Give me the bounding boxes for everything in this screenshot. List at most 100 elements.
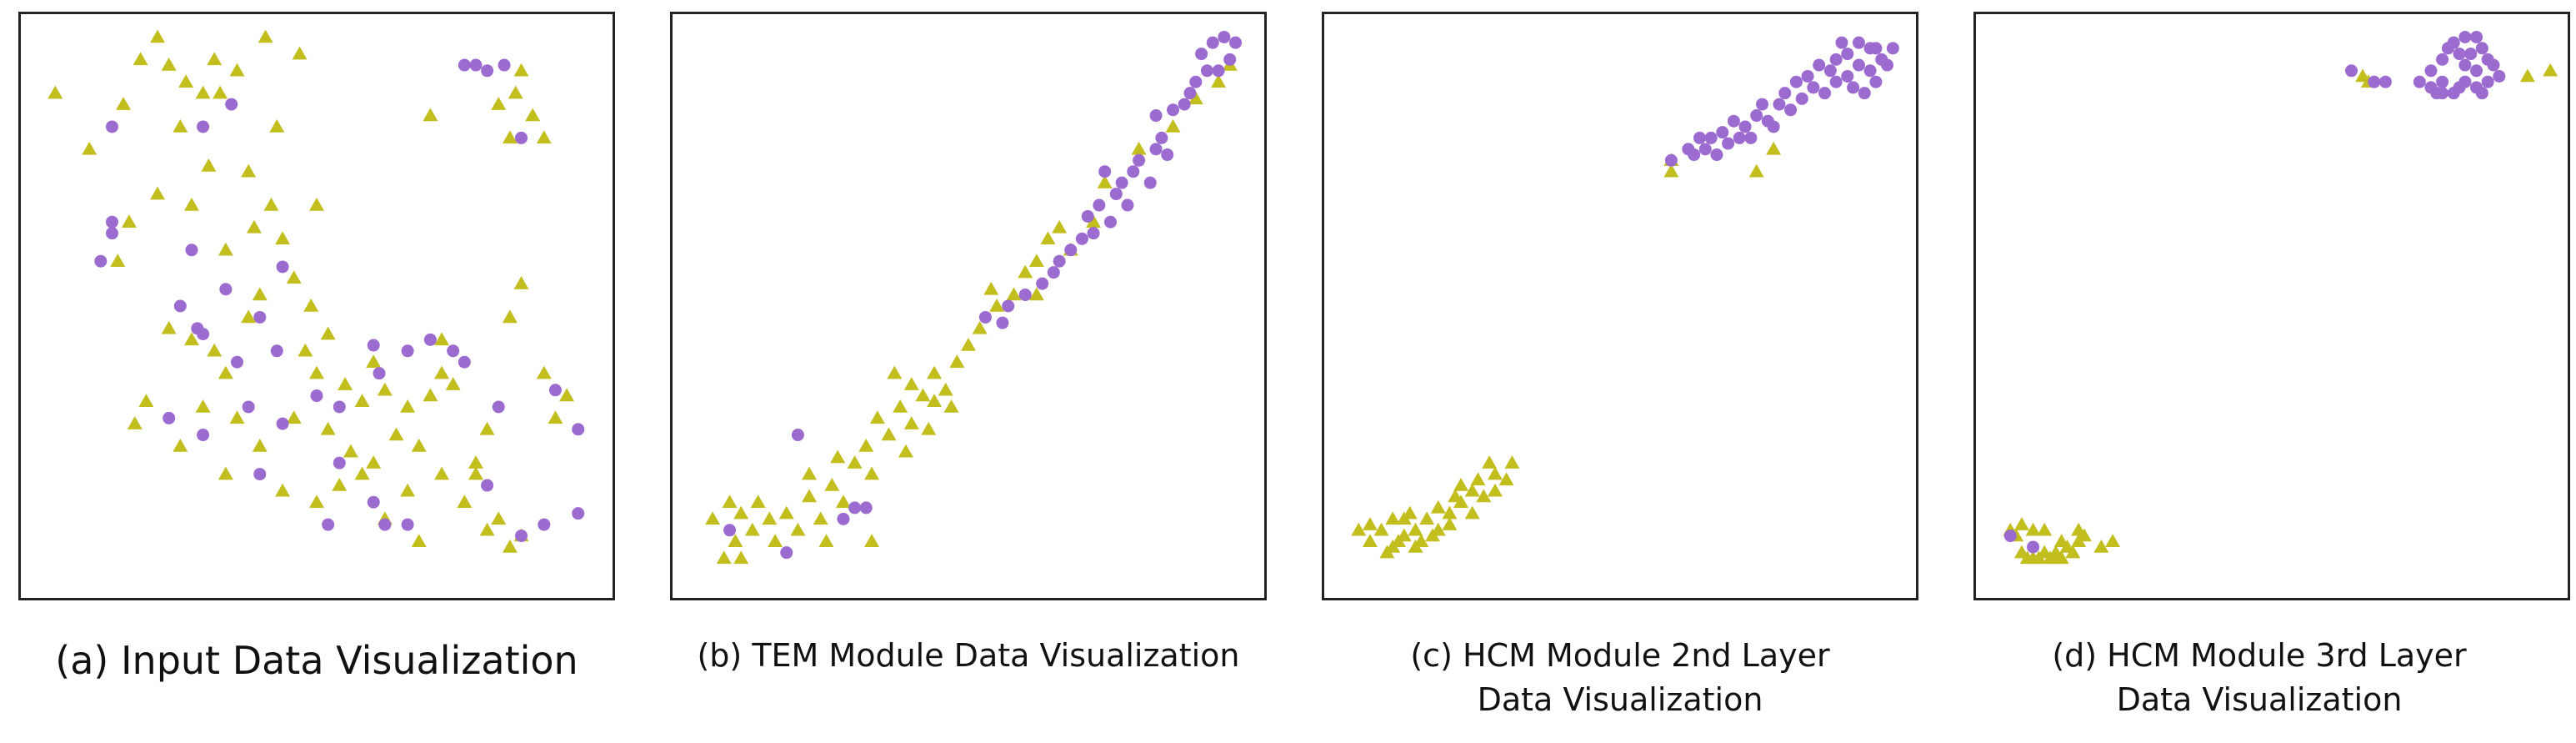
circle-point-2 (837, 512, 850, 525)
triangle-point-47 (1211, 74, 1227, 88)
scatter-panel-a (18, 12, 615, 600)
triangle-point-61 (275, 483, 291, 497)
triangle-point-36 (309, 365, 324, 379)
circle-point-34 (1200, 64, 1213, 78)
circle-point-3 (2368, 75, 2381, 88)
circle-point-38 (1229, 36, 1243, 49)
triangle-point-28 (303, 299, 319, 312)
triangle-point-56 (411, 439, 427, 452)
triangle-point-32 (989, 299, 1005, 312)
circle-point-30 (1167, 103, 1180, 117)
circle-point-18 (1829, 75, 1843, 88)
triangle-point-54 (366, 455, 382, 469)
circle-point-2 (225, 98, 238, 111)
circle-point-39 (481, 479, 494, 492)
triangle-point-19 (1504, 455, 1520, 469)
triangle-point-9 (778, 505, 794, 520)
circle-point-6 (1727, 114, 1740, 128)
circle-point-7 (1738, 120, 1752, 133)
circle-point-21 (492, 400, 505, 414)
circle-point-5 (2413, 75, 2426, 88)
triangle-point-41 (1086, 214, 1102, 228)
scatter-plot-a (48, 29, 585, 553)
circle-point-25 (2493, 69, 2506, 83)
circle-point-1 (2027, 540, 2040, 554)
circle-point-17 (423, 333, 437, 346)
circle-point-27 (2464, 48, 2478, 61)
circle-point-35 (1195, 48, 1208, 61)
triangle-point-12 (813, 511, 828, 525)
triangle-point-23 (246, 219, 262, 233)
triangle-point-50 (864, 534, 880, 547)
circle-point-1 (780, 546, 793, 560)
circle-point-28 (2487, 58, 2500, 72)
triangle-point-49 (229, 410, 245, 424)
triangle-point-15 (241, 163, 257, 178)
caption-c: (c) HCM Module 2nd Layer Data Visualizat… (1410, 637, 1830, 719)
triangle-point-34 (1006, 287, 1022, 301)
circle-point-37 (1218, 30, 1231, 43)
triangle-point-7 (762, 511, 778, 525)
circle-point-12 (1784, 103, 1798, 117)
circle-point-16 (1093, 198, 1106, 212)
triangle-point-68 (468, 466, 483, 480)
circle-point-42 (1852, 36, 1865, 49)
circle-point-2 (2344, 64, 2358, 78)
circle-point-23 (1127, 165, 1140, 178)
circle-point-26 (163, 411, 176, 424)
circle-point-23 (333, 400, 346, 414)
scatter-panel-d (1973, 12, 2570, 600)
triangle-point-83 (502, 130, 518, 144)
circle-point-42 (498, 58, 511, 72)
triangle-point-18 (1482, 455, 1498, 469)
triangle-point-18 (2071, 522, 2087, 536)
triangle-point-31 (1663, 163, 1679, 178)
triangle-point-51 (927, 394, 943, 407)
triangle-point-41 (400, 399, 416, 413)
circle-point-17 (1087, 227, 1100, 240)
triangle-point-1 (716, 550, 732, 565)
circle-point-34 (1767, 120, 1780, 133)
circle-point-32 (1183, 87, 1197, 100)
triangle-point-37 (1040, 231, 1056, 245)
circle-point-26 (2453, 81, 2466, 94)
triangle-point-21 (881, 427, 897, 441)
circle-point-3 (105, 215, 118, 228)
triangle-point-82 (525, 108, 541, 122)
circle-point-43 (515, 131, 528, 144)
circle-point-12 (2424, 64, 2438, 78)
triangle-point-29 (1448, 489, 1463, 503)
scatter-plot-b (705, 30, 1243, 565)
triangle-point-31 (183, 332, 199, 346)
circle-point-40 (458, 58, 471, 72)
circle-point-33 (1189, 75, 1203, 88)
circle-point-37 (1756, 98, 1768, 111)
circle-point-9 (1018, 289, 1032, 302)
circle-point-29 (1149, 109, 1163, 123)
triangle-point-16 (269, 118, 285, 133)
triangle-point-20 (150, 186, 166, 200)
circle-point-0 (723, 524, 737, 537)
circle-point-13 (1778, 87, 1792, 100)
triangle-point-45 (1188, 91, 1203, 105)
circle-point-36 (1206, 36, 1219, 49)
triangle-point-13 (1476, 489, 1492, 503)
circle-point-13 (231, 355, 244, 369)
circle-point-2 (1693, 131, 1706, 144)
triangle-point-54 (921, 421, 937, 435)
triangle-point-79 (548, 410, 563, 424)
triangle-point-0 (705, 511, 721, 525)
circle-point-12 (1053, 254, 1066, 268)
triangle-point-2 (728, 534, 743, 547)
circle-point-25 (242, 400, 255, 414)
circle-point-40 (1212, 64, 1225, 78)
triangle-point-10 (790, 522, 806, 536)
scatter-plot-d (2003, 30, 2558, 565)
triangle-point-17 (2065, 545, 2081, 559)
triangle-point-27 (1379, 545, 1395, 559)
circle-point-19 (458, 355, 471, 369)
circle-point-4 (859, 501, 873, 515)
triangle-point-14 (213, 85, 228, 99)
circle-point-11 (1047, 266, 1060, 279)
triangle-point-72 (479, 522, 495, 536)
